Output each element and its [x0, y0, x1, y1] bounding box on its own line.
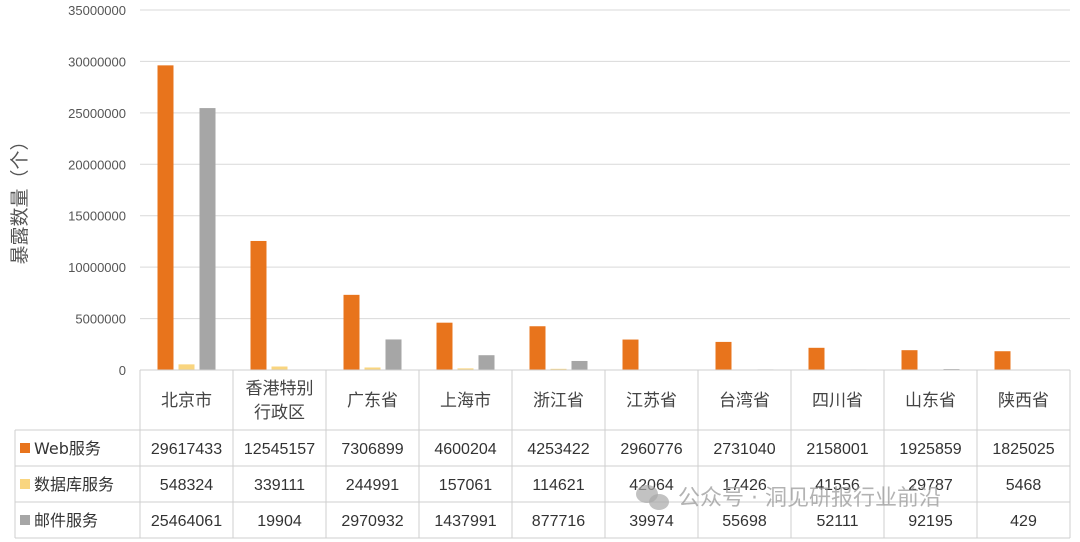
y-tick-label: 25000000: [68, 106, 126, 121]
data-label: 2960776: [620, 441, 682, 458]
bar: [436, 322, 453, 370]
legend-label: Web服务: [34, 439, 101, 458]
bar: [250, 240, 267, 370]
bar: [178, 364, 195, 370]
data-label: 4253422: [527, 441, 589, 458]
bar: [271, 366, 288, 370]
data-label: 1437991: [434, 513, 496, 530]
bar: [808, 347, 825, 370]
bar: [478, 355, 495, 370]
data-label: 92195: [908, 513, 953, 530]
data-label: 1825025: [992, 441, 1054, 458]
watermark-text: 公众号 · 洞见研报行业前沿: [678, 486, 941, 511]
data-label: 55698: [722, 513, 767, 530]
category-label: 香港特别: [246, 379, 314, 399]
data-label: 429: [1010, 513, 1037, 530]
data-label: 548324: [160, 477, 213, 494]
bar: [199, 108, 216, 370]
data-label: 19904: [257, 513, 302, 530]
data-label: 4600204: [434, 441, 496, 458]
data-label: 17426: [722, 477, 767, 494]
y-tick-label: 15000000: [68, 209, 126, 224]
wechat-icon: [636, 485, 669, 510]
data-label: 29617433: [151, 441, 222, 458]
data-label: 7306899: [341, 441, 403, 458]
data-label: 41556: [815, 477, 860, 494]
data-label: 2970932: [341, 513, 403, 530]
category-label: 陕西省: [998, 391, 1049, 411]
y-tick-label: 0: [119, 363, 126, 378]
y-tick-label: 30000000: [68, 54, 126, 69]
bar: [715, 341, 732, 370]
category-label: 行政区: [254, 403, 305, 423]
data-label: 5468: [1006, 477, 1042, 494]
y-tick-label: 10000000: [68, 260, 126, 275]
bars: [157, 65, 1053, 370]
legend-swatch: [20, 479, 30, 489]
category-label: 山东省: [905, 391, 956, 411]
y-tick-label: 35000000: [68, 3, 126, 18]
gridlines: [140, 9, 1070, 371]
bar: [343, 294, 360, 370]
category-label: 四川省: [812, 391, 863, 411]
bar: [994, 351, 1011, 370]
data-label: 25464061: [151, 513, 222, 530]
bar: [901, 350, 918, 370]
category-label: 北京市: [161, 391, 212, 411]
data-label: 39974: [629, 513, 674, 530]
y-axis-ticks: 0 5000000 10000000 15000000 20000000 25000000…: [68, 3, 126, 378]
bar: [571, 360, 588, 370]
data-label: 339111: [254, 477, 305, 494]
category-label: 上海市: [440, 391, 491, 411]
legend-label: 数据库服务: [34, 475, 114, 494]
data-label: 114621: [532, 477, 584, 494]
data-label: 1925859: [899, 441, 961, 458]
watermark: 公众号 · 洞见研报行业前沿: [636, 485, 941, 511]
bar: [550, 368, 567, 370]
bar: [529, 326, 546, 370]
bar: [457, 368, 474, 370]
data-label: 244991: [346, 477, 399, 494]
y-tick-label: 20000000: [68, 157, 126, 172]
data-label: 2158001: [806, 441, 868, 458]
data-label: 2731040: [713, 441, 775, 458]
bar: [157, 65, 174, 370]
data-label: 877716: [532, 513, 585, 530]
legend-swatch: [20, 443, 30, 453]
y-tick-label: 5000000: [75, 312, 126, 327]
category-label: 浙江省: [533, 391, 584, 411]
legend-label: 邮件服务: [34, 511, 98, 530]
category-label: 台湾省: [719, 391, 770, 411]
y-axis-label: 暴露数量（个）: [9, 131, 31, 264]
data-label: 52111: [816, 513, 858, 530]
category-label: 广东省: [347, 391, 398, 411]
bar: [385, 339, 402, 370]
category-label: 江苏省: [626, 391, 677, 411]
data-label: 12545157: [244, 441, 315, 458]
data-label: 29787: [908, 477, 953, 494]
legend-swatch: [20, 515, 30, 525]
bar: [364, 367, 381, 370]
data-label: 157061: [439, 477, 492, 494]
bar: [622, 339, 639, 370]
